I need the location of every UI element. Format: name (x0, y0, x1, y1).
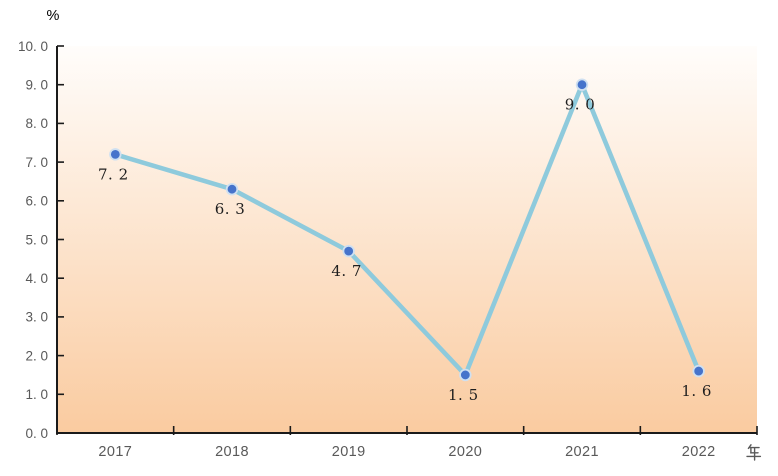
y-axis-tick-labels: 0. 0 1. 0 2. 0 3. 0 4. 0 5. 0 6. 0 7. 0 8. 0 9. 0… (18, 39, 48, 441)
data-point-marker (225, 182, 239, 196)
data-point-label: 1. 5 (448, 386, 479, 404)
x-tick-label: 2021 (565, 444, 599, 460)
data-point-marker (109, 148, 122, 161)
x-tick-label: 2020 (448, 444, 482, 460)
x-axis-tick-labels: 2017 2018 2019 2020 2021 2022 (98, 444, 715, 460)
data-series (109, 78, 705, 382)
x-tick-label: 2022 (682, 444, 716, 460)
y-tick-label: 6. 0 (25, 194, 48, 209)
y-tick-label: 9. 0 (25, 78, 48, 93)
x-tick-label: 2017 (98, 444, 132, 460)
data-point-label: 7. 2 (98, 165, 129, 183)
x-tick-label: 2018 (215, 444, 249, 460)
data-point-marker (692, 364, 705, 378)
data-point-label: 6. 3 (215, 200, 246, 218)
axes (56, 45, 758, 435)
y-tick-label: 5. 0 (25, 232, 48, 247)
y-tick-label: 7. 0 (25, 155, 48, 170)
y-tick-label: 3. 0 (25, 310, 48, 325)
y-tick-label: 8. 0 (25, 116, 48, 131)
x-tick-label: 2019 (332, 444, 366, 460)
series-line (113, 82, 701, 378)
y-tick-label: 10. 0 (18, 39, 48, 54)
data-point-labels: 7. 2 6. 3 4. 7 1. 5 9. 0 1. 6 (98, 96, 712, 404)
x-axis-unit-label (746, 444, 762, 461)
y-tick-label: 2. 0 (25, 348, 48, 363)
y-tick-label: 0. 0 (25, 426, 48, 441)
y-axis-unit-label: % (47, 8, 60, 24)
plot-area-gradient (57, 46, 757, 433)
plot-area-background (57, 46, 757, 433)
year-character-glyph (746, 444, 762, 461)
data-point-marker (342, 244, 355, 258)
y-tick-label: 4. 0 (25, 271, 48, 286)
data-point-marker (459, 368, 472, 382)
data-point-label: 4. 7 (331, 262, 362, 280)
y-tick-label: 1. 0 (25, 387, 48, 402)
data-point-label: 9. 0 (565, 96, 596, 114)
data-point-marker (575, 78, 589, 91)
data-point-label: 1. 6 (681, 382, 712, 400)
